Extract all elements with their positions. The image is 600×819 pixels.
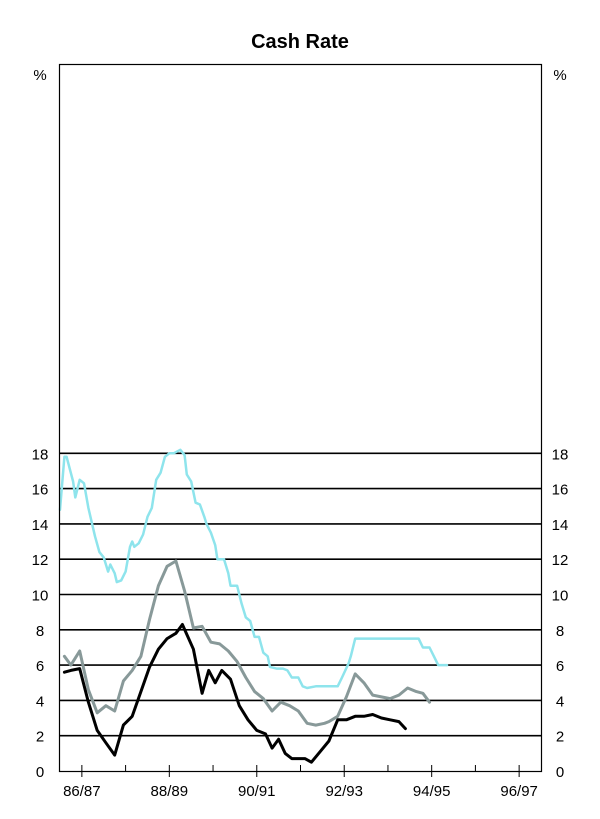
chart-title: Cash Rate bbox=[251, 31, 349, 53]
axis-ticks bbox=[81, 765, 520, 777]
x-tick-label-3: 92/93 bbox=[325, 783, 363, 800]
y-tick-right-0: 0 bbox=[556, 764, 564, 781]
y-tick-right-16: 16 bbox=[552, 482, 569, 499]
y-tick-right-10: 10 bbox=[552, 588, 569, 605]
y-tick-right-4: 4 bbox=[556, 693, 564, 710]
series-layer bbox=[58, 448, 449, 764]
x-tick-label-5: 96/97 bbox=[500, 783, 538, 800]
right-unit-label: % bbox=[553, 67, 566, 84]
grid-lines bbox=[60, 452, 541, 737]
x-tick-label-0: 86/87 bbox=[63, 783, 101, 800]
y-tick-left-10: 10 bbox=[32, 588, 49, 605]
series-line-2 bbox=[62, 623, 407, 764]
left-unit-label: % bbox=[33, 67, 46, 84]
y-tick-right-12: 12 bbox=[552, 552, 569, 569]
axis-tick-labels: 0 0 2 2 4 4 6 6 8 8 10 10 12 12 14 14 16 16 18 18 86/87 88/89… bbox=[32, 446, 569, 800]
y-tick-left-4: 4 bbox=[36, 693, 44, 710]
series-line-0 bbox=[58, 448, 449, 690]
y-tick-left-12: 12 bbox=[32, 552, 49, 569]
y-tick-left-0: 0 bbox=[36, 764, 44, 781]
y-tick-left-18: 18 bbox=[32, 446, 49, 463]
y-tick-right-8: 8 bbox=[556, 623, 564, 640]
y-tick-left-16: 16 bbox=[32, 482, 49, 499]
x-tick-label-1: 88/89 bbox=[151, 783, 189, 800]
y-tick-left-6: 6 bbox=[36, 658, 44, 675]
y-tick-right-18: 18 bbox=[552, 446, 569, 463]
y-tick-right-2: 2 bbox=[556, 729, 564, 746]
y-tick-right-6: 6 bbox=[556, 658, 564, 675]
series-line-1 bbox=[62, 559, 431, 727]
plot-frame bbox=[58, 63, 543, 773]
y-tick-left-14: 14 bbox=[32, 517, 49, 534]
x-tick-label-4: 94/95 bbox=[413, 783, 451, 800]
y-tick-right-14: 14 bbox=[552, 517, 569, 534]
y-tick-left-8: 8 bbox=[36, 623, 44, 640]
x-tick-label-2: 90/91 bbox=[238, 783, 276, 800]
y-tick-left-2: 2 bbox=[36, 729, 44, 746]
